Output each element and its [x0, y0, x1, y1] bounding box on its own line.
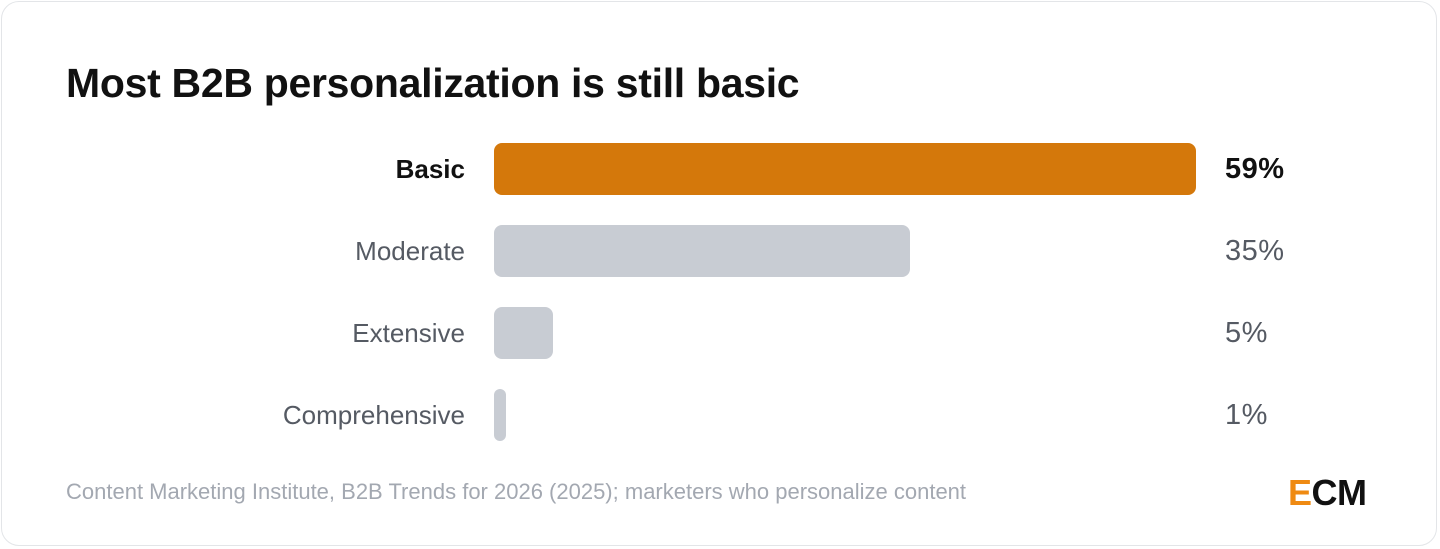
bar-comprehensive — [494, 389, 506, 441]
source-note: Content Marketing Institute, B2B Trends … — [66, 479, 967, 504]
value-label-basic: 59% — [1225, 153, 1285, 185]
bar-basic — [494, 143, 1196, 195]
chart-title: Most B2B personalization is still basic — [66, 60, 800, 106]
category-label-comprehensive: Comprehensive — [282, 400, 465, 430]
bar-extensive — [494, 307, 554, 359]
logo-letters-cm: CM — [1311, 472, 1368, 513]
logo-letter-e: E — [1288, 472, 1312, 513]
brand-logo: ECM — [1288, 472, 1367, 514]
category-label-basic: Basic — [395, 154, 465, 184]
value-label-extensive: 5% — [1225, 317, 1268, 349]
value-label-moderate: 35% — [1225, 235, 1285, 267]
category-label-extensive: Extensive — [352, 318, 465, 348]
category-label-moderate: Moderate — [355, 236, 465, 266]
value-label-comprehensive: 1% — [1225, 399, 1268, 431]
bar-moderate — [494, 225, 911, 277]
